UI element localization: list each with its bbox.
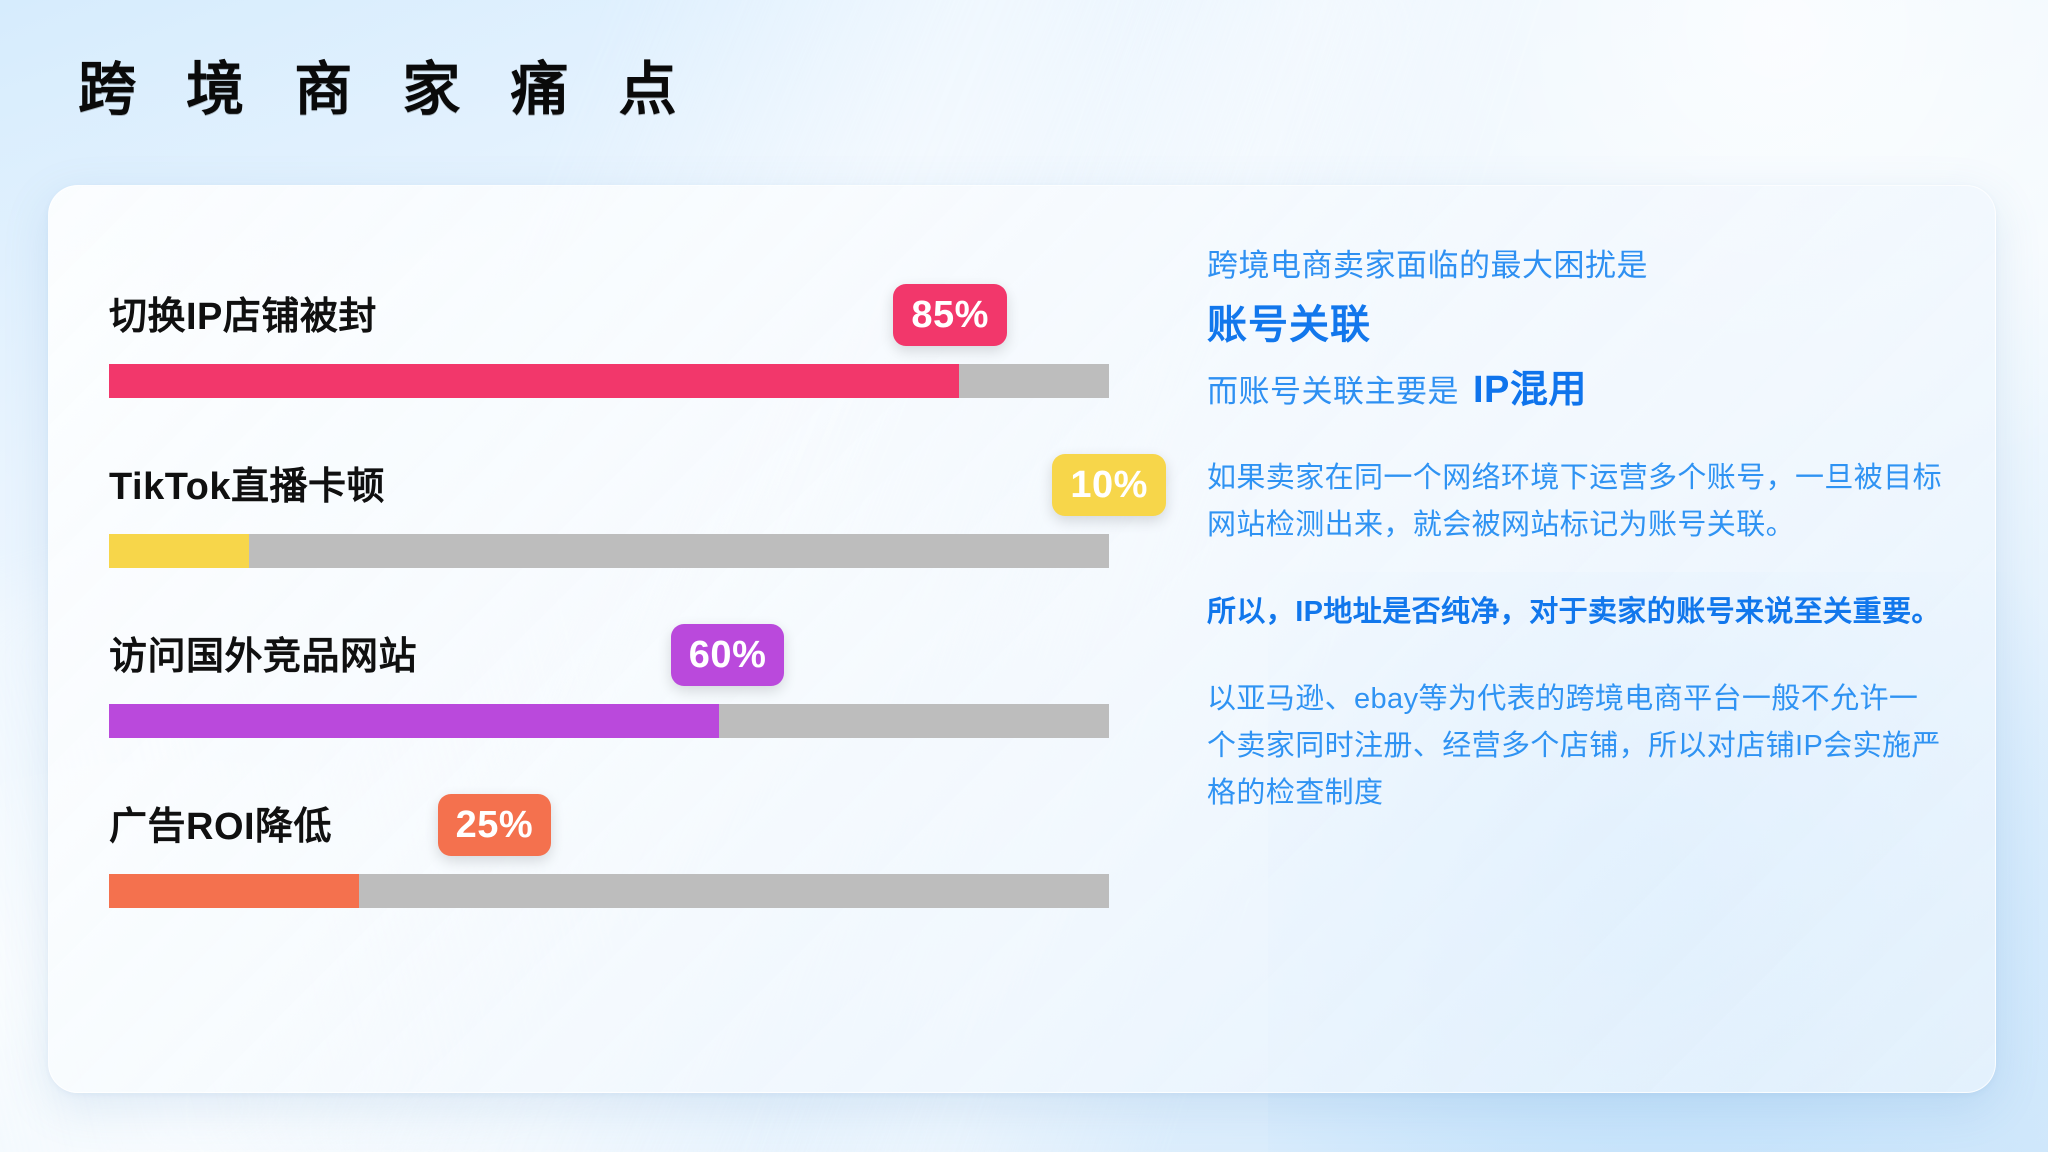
insight-paragraph: 以亚马逊、ebay等为代表的跨境电商平台一般不允许一个卖家同时注册、经营多个店铺… (1207, 683, 1941, 810)
insight-panel: 跨境电商卖家面临的最大困扰是 账号关联 而账号关联主要是 IP混用 如果卖家在同… (1207, 244, 1947, 817)
bar-row: 广告ROI降低 25% (109, 768, 1169, 938)
insight-paragraph: 所以，IP地址是否纯净，对于卖家的账号来说至关重要。 (1207, 596, 1941, 629)
bar-row: 访问国外竞品网站 60% (109, 598, 1169, 768)
bar-label: 广告ROI降低 (109, 806, 333, 848)
bar-value-badge: 85% (893, 284, 1007, 346)
insight-lede: 跨境电商卖家面临的最大困扰是 (1207, 248, 1648, 283)
bar-row: TikTok直播卡顿 10% (109, 428, 1169, 598)
bar-row-header: 访问国外竞品网站 60% (109, 598, 1169, 694)
insight-mix-line: 而账号关联主要是 IP混用 (1207, 366, 1947, 415)
insight-mix-highlight: IP混用 (1473, 369, 1587, 412)
bar-track (109, 364, 1109, 398)
pain-point-bar-chart: 切换IP店铺被封 85% TikTok直播卡顿 10% 访问国外竞品网站 60% 广告ROI… (109, 258, 1169, 938)
bar-row-header: 切换IP店铺被封 85% (109, 258, 1169, 354)
insight-mix-prefix: 而账号关联主要是 (1207, 374, 1459, 410)
insight-headline: 账号关联 (1207, 303, 1371, 348)
bar-fill (109, 704, 719, 738)
bar-row-header: 广告ROI降低 25% (109, 768, 1169, 864)
bar-label: 切换IP店铺被封 (109, 296, 377, 338)
bar-label: TikTok直播卡顿 (109, 466, 385, 508)
page-title: 跨 境 商 家 痛 点 (78, 57, 694, 122)
bar-track (109, 704, 1109, 738)
bar-value-badge: 10% (1052, 454, 1166, 516)
bar-fill (109, 534, 249, 568)
bar-fill (109, 364, 959, 398)
bar-row-header: TikTok直播卡顿 10% (109, 428, 1169, 524)
bar-fill (109, 874, 359, 908)
bar-value-badge: 25% (437, 794, 552, 856)
bar-label: 访问国外竞品网站 (109, 636, 418, 678)
bar-track (109, 874, 1109, 908)
bar-value-badge: 60% (670, 624, 785, 686)
bar-row: 切换IP店铺被封 85% (109, 258, 1169, 428)
insight-paragraph-list: 如果卖家在同一个网络环境下运营多个账号，一旦被目标网站检测出来，就会被网站标记为… (1207, 455, 1947, 817)
bar-track (109, 534, 1109, 568)
content-card: 切换IP店铺被封 85% TikTok直播卡顿 10% 访问国外竞品网站 60% 广告ROI… (48, 185, 1996, 1093)
insight-paragraph: 如果卖家在同一个网络环境下运营多个账号，一旦被目标网站检测出来，就会被网站标记为… (1207, 462, 1943, 542)
